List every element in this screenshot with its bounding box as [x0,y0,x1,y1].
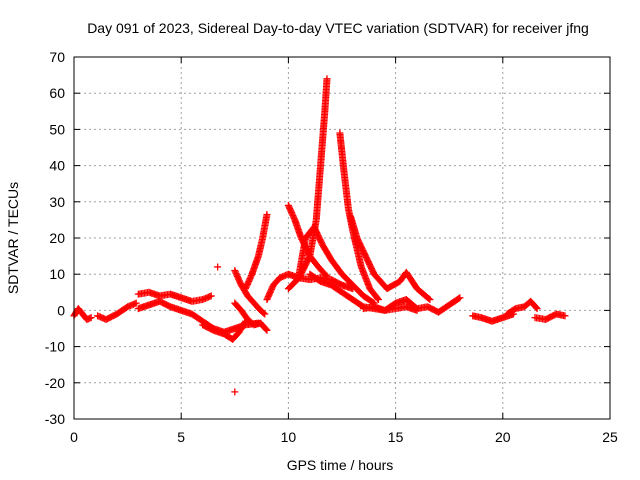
series-arc-a [70,305,95,323]
x-tick-label: 10 [281,429,297,445]
data-point [87,314,95,322]
data-point [260,309,268,317]
data-point [455,295,463,303]
data-point [533,305,541,313]
data-point [231,388,239,396]
data-point [532,304,540,312]
y-tick-label: 0 [57,302,65,318]
series-arc-h [242,210,271,293]
series-arc-b [94,299,140,323]
data-point [132,299,140,307]
series-arc-n [347,212,434,304]
y-tick-label: 70 [49,49,65,65]
x-tick-labels: 0 5 10 15 20 25 [70,429,618,445]
x-axis-label: GPS time / hours [287,457,394,473]
y-tick-label: 30 [49,194,65,210]
x-tick-label: 5 [177,429,185,445]
data-point [214,263,222,271]
data-point [456,294,464,302]
y-tick-label: -20 [45,375,65,391]
x-tick-label: 25 [602,429,618,445]
y-tick-label: 60 [49,85,65,101]
grid-lines [73,56,611,420]
y-tick-label: 10 [49,266,65,282]
data-point [323,272,331,280]
data-point [426,296,434,304]
data-point [261,310,269,318]
y-tick-label: -30 [45,411,65,427]
series-arc-f [231,299,271,334]
y-tick-label: 50 [49,121,65,137]
series-arc-c [134,288,215,305]
data-point [323,75,331,83]
x-tick-label: 20 [495,429,511,445]
data-point [374,296,382,304]
data-point [263,210,271,218]
data-point [207,292,215,300]
chart-title: Day 091 of 2023, Sidereal Day-to-day VTE… [87,20,589,36]
plot-frame [73,56,611,420]
series-outliers [214,263,239,396]
series-arc-l [295,223,378,307]
data-points [70,75,569,396]
data-point [561,312,569,320]
series-arc-s [531,310,569,323]
y-tick-label: -10 [45,339,65,355]
y-tick-label: 20 [49,230,65,246]
series-arc-p [359,294,464,316]
y-axis-label: SDTVAR / TECUs [5,182,21,294]
series-arc-r [503,297,541,318]
data-point [262,325,270,333]
series-arc-k [284,75,331,293]
data-point [322,271,330,279]
data-point [263,326,271,334]
y-tick-labels: -30 -20 -10 0 10 20 30 40 50 60 70 [45,49,65,427]
series-arc-e [199,317,250,343]
y-tick-label: 40 [49,158,65,174]
x-tick-label: 0 [70,429,78,445]
data-point [425,295,433,303]
data-point [373,294,381,302]
x-tick-label: 15 [388,429,404,445]
